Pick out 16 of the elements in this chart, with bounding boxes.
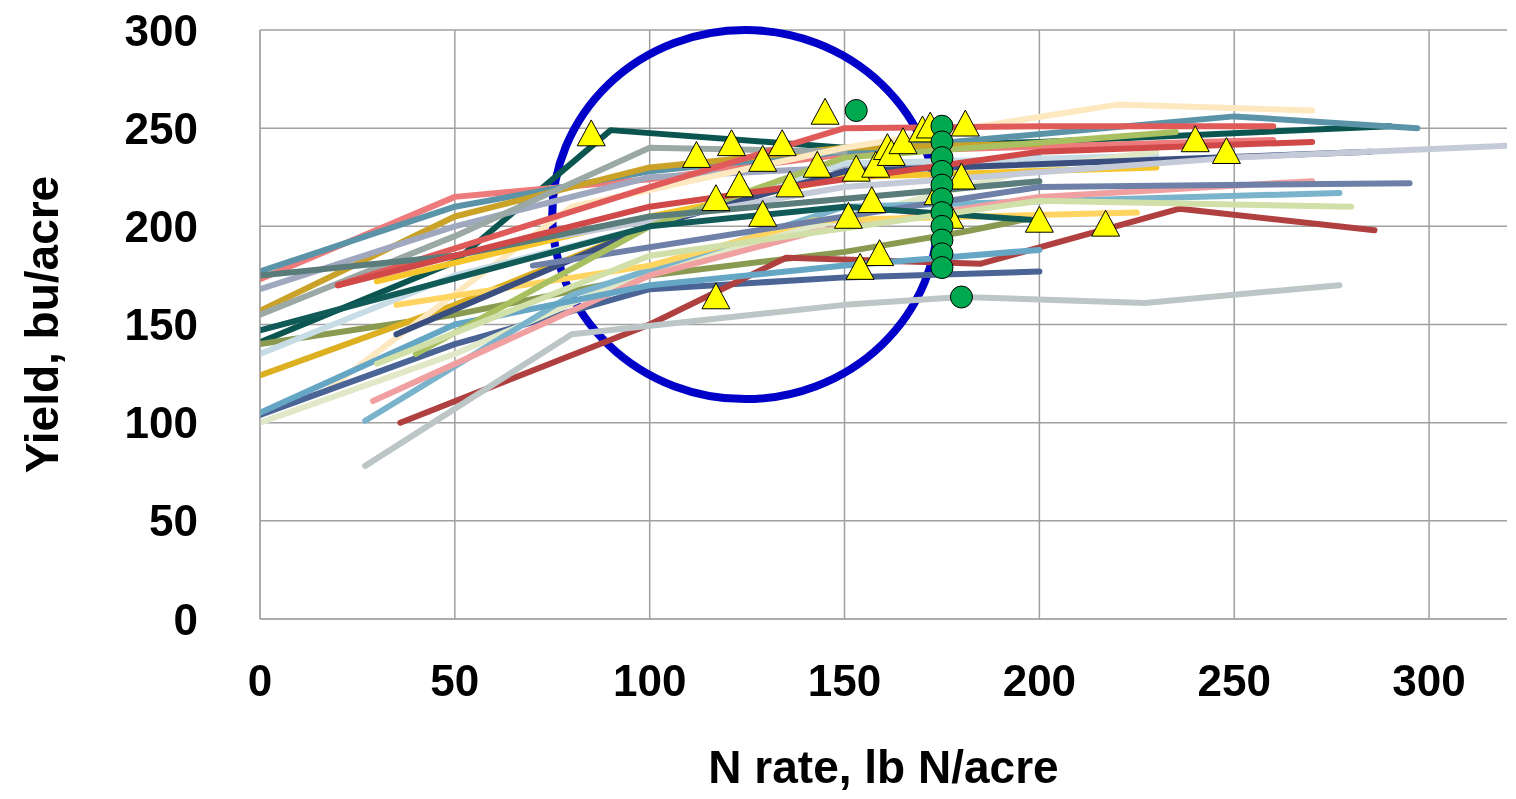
x-tick-label: 250 <box>1197 656 1271 706</box>
y-tick-label: 200 <box>124 201 198 251</box>
x-tick-label: 50 <box>430 656 480 706</box>
x-tick-label: 200 <box>1002 656 1077 706</box>
y-tick-label: 50 <box>149 496 198 546</box>
x-tick-label: 150 <box>807 656 882 706</box>
y-tick-label: 150 <box>124 300 198 350</box>
x-tick-label: 100 <box>612 656 687 706</box>
x-axis-title: N rate, lb N/acre <box>708 741 1059 793</box>
x-tick-label: 0 <box>247 656 273 706</box>
y-tick-label: 250 <box>124 103 198 153</box>
y-tick-label: 100 <box>124 398 198 448</box>
y-axis-title: Yield, bu/acre <box>16 175 69 474</box>
y-tick-label: 0 <box>173 594 198 644</box>
y-tick-label: 300 <box>124 5 198 55</box>
x-tick-label: 300 <box>1392 656 1466 706</box>
